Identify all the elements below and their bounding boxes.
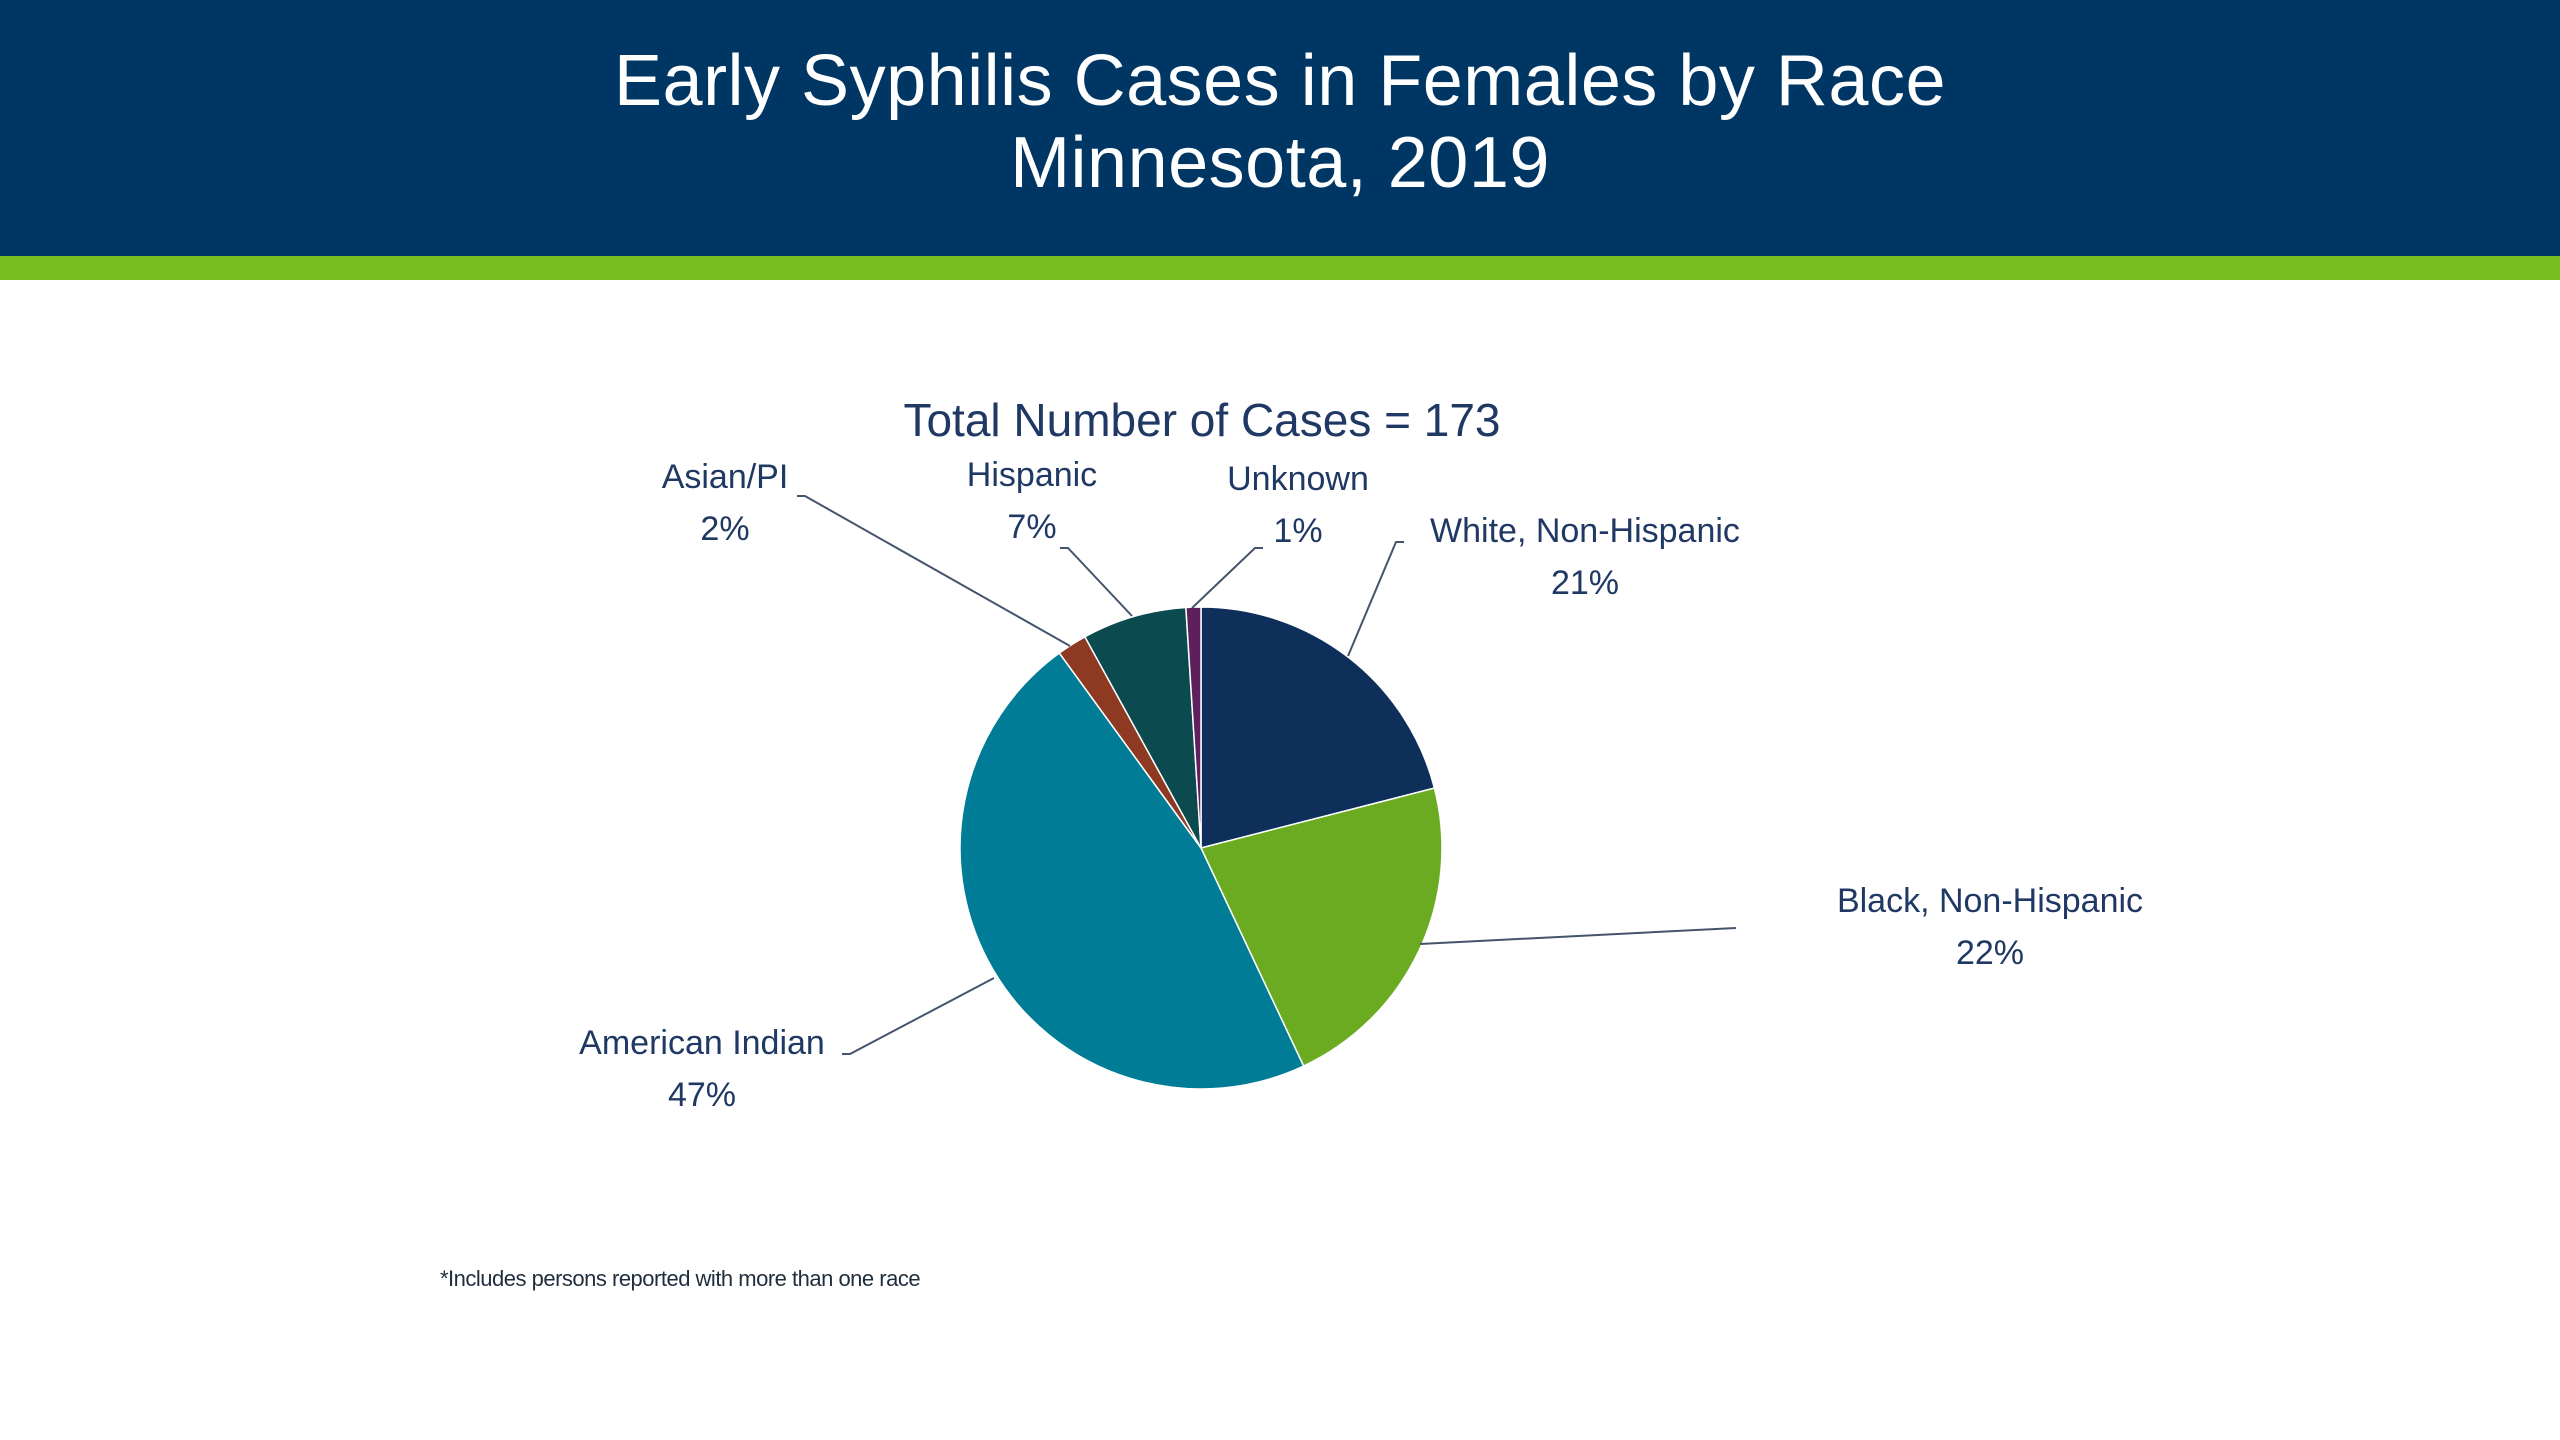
pie-slice-hispanic [1083, 606, 1202, 849]
slice-value-label: 2% [700, 510, 749, 548]
leader-line [1191, 547, 1263, 609]
slice-category-label: Asian/PI [662, 458, 789, 496]
leader-line [1347, 541, 1404, 657]
title-line-2: Minnesota, 2019 [1010, 123, 1550, 203]
chart-title: Total Number of Cases = 173 [903, 394, 1500, 446]
slice-value-label: 47% [668, 1076, 736, 1114]
header-banner: Early Syphilis Cases in Females by Race … [0, 0, 2560, 256]
pie-slice-american-indian [959, 651, 1305, 1090]
footnote: *Includes persons reported with more tha… [440, 1266, 921, 1291]
pie-slices [959, 606, 1443, 1090]
slice-category-label: Black, Non-Hispanic [1837, 882, 2143, 920]
slide-title: Early Syphilis Cases in Females by Race … [0, 40, 2560, 204]
accent-bar [0, 256, 2560, 280]
slice-value-label: 21% [1551, 564, 1619, 602]
slice-labels: White, Non-Hispanic 21% Black, Non-Hispani… [579, 456, 2143, 1114]
slice-category-label: White, Non-Hispanic [1430, 512, 1740, 550]
slice-category-label: Unknown [1227, 460, 1369, 498]
slice-value-label: 7% [1007, 508, 1056, 546]
slice-value-label: 22% [1956, 934, 2024, 972]
slice-value-label: 1% [1273, 512, 1322, 550]
leader-line [1060, 547, 1133, 617]
pie-slice-black-non-hispanic [1199, 787, 1443, 1068]
title-line-1: Early Syphilis Cases in Females by Race [614, 41, 1946, 121]
pie-slice-white-non-hispanic [1200, 606, 1436, 849]
leader-lines [797, 495, 1737, 1055]
leader-line [1419, 927, 1737, 945]
leader-line [842, 977, 995, 1055]
slice-category-label: Hispanic [967, 456, 1097, 494]
leader-line [797, 495, 1071, 647]
slice-category-label: American Indian [579, 1024, 825, 1062]
